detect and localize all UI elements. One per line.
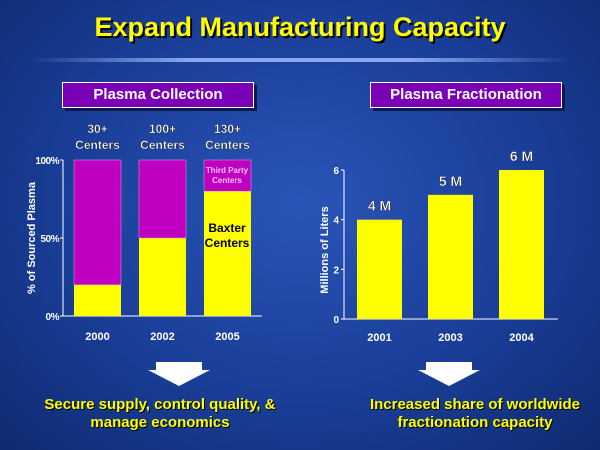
bottom-right-text: Increased share of worldwide fractionati… [330,396,600,432]
title-divider [30,58,570,62]
bar-header-label: 100+ [149,122,176,136]
down-arrow-left-icon [148,362,210,386]
y-tick-label: 4 [333,216,339,227]
bottom-left-line1: Secure supply, control quality, & [44,396,276,413]
bottom-right-line2: fractionation capacity [397,414,553,431]
bottom-left-line2: manage economics [90,414,230,431]
bar-header-label: 130+ [214,122,241,136]
down-arrow-right-icon [418,362,480,386]
bar-header-label: Centers [205,138,250,152]
bar-third-party-centers-2002 [138,159,187,239]
slide-title: Expand Manufacturing Capacity [94,12,506,42]
bar-third-party-centers-2000 [73,159,122,286]
x-tick-label: 2002 [150,331,174,343]
bottom-right-line1: Increased share of worldwide [369,396,581,413]
bar-header-label: Centers [140,138,185,152]
baxter-label: Centers [205,236,250,250]
x-tick-label: 2000 [85,331,109,343]
y-tick-label: 50% [40,234,59,245]
baxter-label: Baxter [208,221,246,235]
x-tick-label: 2003 [438,332,462,344]
bar-third-party-centers-2005 [203,159,252,192]
bar-baxter-centers-2005 [204,191,251,316]
data-label: 4 M [368,198,391,214]
y-axis-label: % of Sourced Plasma [26,181,38,294]
x-tick-label: 2005 [215,331,239,343]
y-tick-label: 0% [46,312,60,323]
bar-2003 [428,194,473,319]
y-tick-label: 0 [333,315,339,326]
data-label: 6 M [510,148,533,164]
bar-baxter-centers-2002 [139,238,186,316]
third-party-label: Centers [212,176,242,185]
y-axis-label: Millions of Liters [319,206,331,293]
x-tick-label: 2004 [509,332,534,344]
bar-baxter-centers-2000 [74,284,121,316]
y-tick-label: 2 [333,265,339,276]
bar-2001 [357,219,402,319]
plasma-collection-header: Plasma Collection [62,82,254,108]
y-tick-label: 6 [333,166,339,177]
bar-header-label: Centers [75,138,120,152]
y-tick-label: 100% [35,156,59,167]
third-party-label: Third Party [206,166,249,175]
plasma-fractionation-header: Plasma Fractionation [370,82,562,108]
bar-header-label: 30+ [87,122,107,136]
bar-2004 [499,170,544,319]
x-tick-label: 2001 [367,332,391,344]
bottom-left-text: Secure supply, control quality, & manage… [20,396,300,432]
data-label: 5 M [439,173,462,189]
